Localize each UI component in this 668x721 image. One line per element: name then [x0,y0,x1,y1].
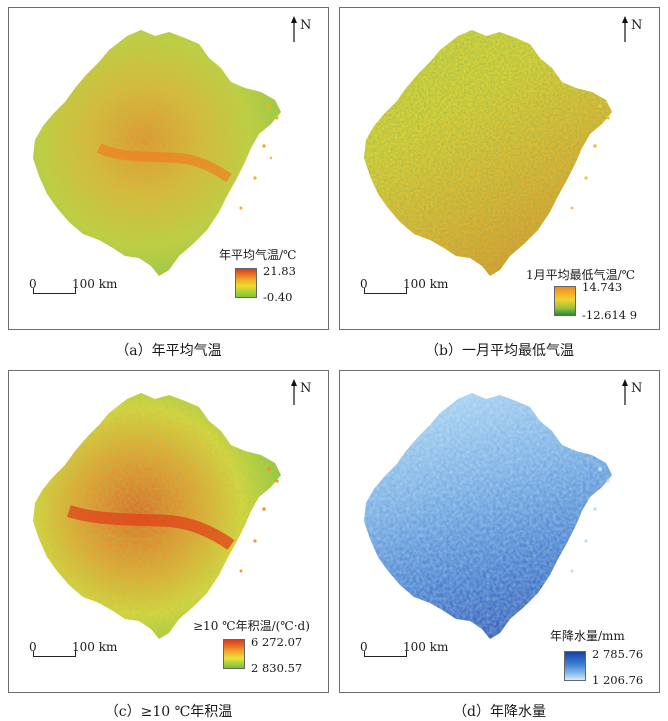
scale-bar: 0 100 km [29,277,179,301]
north-arrow: N [288,379,314,407]
scale-zero: 0 [29,640,37,654]
caption-c: （c）≥10 ℃年积温 [104,704,233,720]
map-panel-annual-precipitation: N 年降水量/mm 2 785.76 1 206.76 0 100 km [339,370,660,693]
map-panel-accumulated-temperature: N ≥10 ℃年积温/(℃·d) 6 272.07 2 830.57 0 100… [8,370,329,693]
map-annual-precipitation [364,393,612,639]
scale-distance: 100 km [403,277,449,291]
scale-bar: 0 100 km [360,277,510,301]
caption-d: （d）年降水量 [453,704,546,720]
caption-b: （b）一月平均最低气温 [425,343,574,359]
north-arrow-icon [622,16,628,42]
map-panel-annual-mean-temperature: N 年平均气温/℃ 21.83 -0.40 0 100 km [8,7,329,330]
scale-zero: 0 [360,640,368,654]
legend-min: -0.40 [263,290,293,304]
legend-min: -12.614 9 [582,308,638,322]
scale-zero: 0 [29,277,37,291]
north-arrow: N [619,379,645,407]
north-label: N [631,381,643,396]
legend-color-ramp [554,286,576,316]
legend-color-ramp [564,651,586,681]
scale-distance: 100 km [403,640,449,654]
legend-title: ≥10 ℃年积温/(℃·d) [193,619,310,633]
legend-max: 6 272.07 [251,635,303,649]
legend-color-ramp [235,268,257,298]
map-panel-january-min-temperature: N 1月平均最低气温/℃ 14.743 -12.614 9 0 100 km [339,7,660,330]
map-annual-mean-temperature [33,30,281,276]
legend-title: 年平均气温/℃ [219,248,297,262]
legend-min: 1 206.76 [592,673,644,687]
legend-min: 2 830.57 [251,661,303,675]
legend-max: 21.83 [263,264,296,278]
caption-a: （a）年平均气温 [115,343,222,359]
scale-zero: 0 [360,277,368,291]
legend-max: 2 785.76 [592,647,644,661]
north-arrow: N [288,16,314,44]
legend-title: 年降水量/mm [550,629,625,643]
north-arrow-icon [622,379,628,405]
north-label: N [631,18,643,33]
scale-distance: 100 km [72,640,118,654]
map-january-min-temperature [364,30,612,276]
scale-bar: 0 100 km [360,640,510,664]
scale-distance: 100 km [72,277,118,291]
legend-title: 1月平均最低气温/℃ [526,268,636,282]
north-label: N [300,18,312,33]
north-arrow-icon [291,16,297,42]
north-arrow-icon [291,379,297,405]
legend-color-ramp [223,639,245,669]
north-label: N [300,381,312,396]
north-arrow: N [619,16,645,44]
legend-max: 14.743 [582,280,623,294]
map-accumulated-temperature [33,393,281,639]
scale-bar: 0 100 km [29,640,179,664]
